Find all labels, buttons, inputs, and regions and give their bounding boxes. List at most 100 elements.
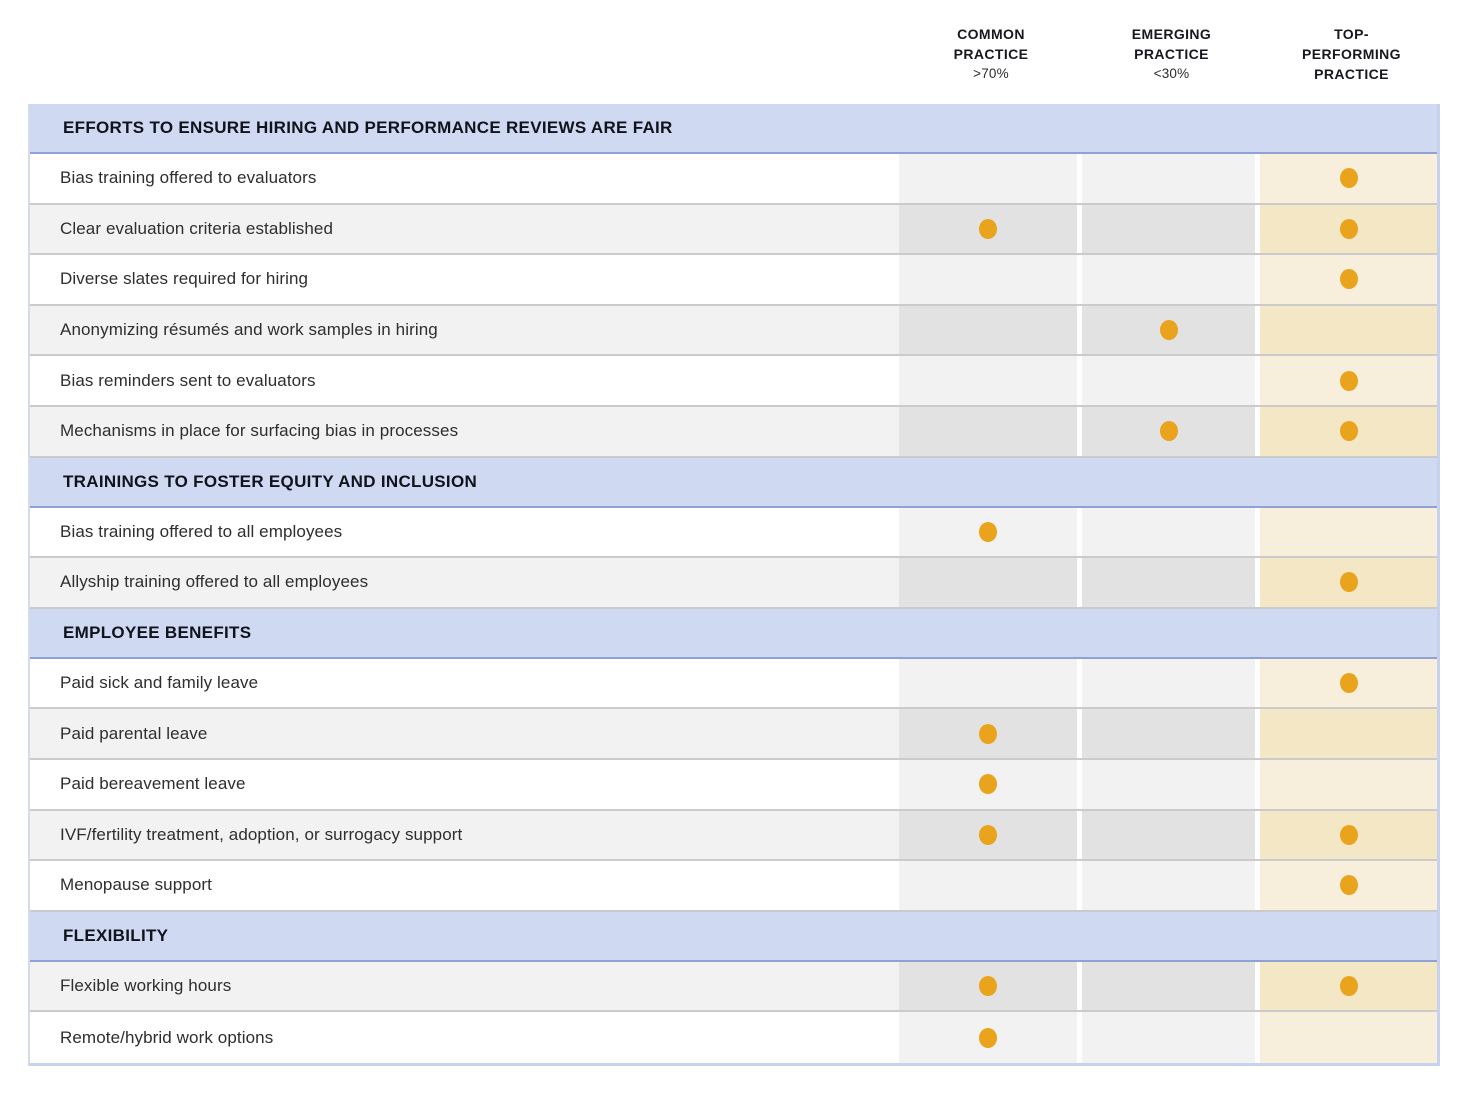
column-gap: [1077, 861, 1082, 910]
practice-dot-icon: [979, 218, 997, 239]
cell-top-performing-practice: [1260, 961, 1437, 1011]
row-label: Allyship training offered to all employe…: [30, 558, 899, 607]
cell-common-practice: [899, 507, 1077, 557]
column-header-top-performing: TOP- PERFORMING PRACTICE: [1263, 24, 1440, 84]
cell-common-practice: [899, 759, 1077, 809]
practice-dot-icon: [1339, 421, 1358, 442]
column-headers: COMMON PRACTICE >70% EMERGING PRACTICE <…: [28, 24, 1440, 84]
column-gap: [1077, 961, 1082, 1011]
table-row: Flexible working hours: [30, 961, 1437, 1013]
section-header: TRAININGS TO FOSTER EQUITY AND INCLUSION: [30, 457, 1437, 508]
column-gap: [1077, 204, 1082, 254]
column-gap: [1255, 204, 1260, 254]
column-gap: [1077, 658, 1082, 708]
column-gap: [1077, 305, 1082, 355]
column-header-line: TOP-: [1334, 26, 1369, 42]
row-label: Mechanisms in place for surfacing bias i…: [30, 406, 899, 456]
table-row: Mechanisms in place for surfacing bias i…: [30, 406, 1437, 458]
column-gap: [1077, 507, 1082, 557]
column-gap: [1255, 255, 1260, 304]
section: FLEXIBILITY Flexible working hours Remote/…: [30, 911, 1437, 1063]
column-gap: [1077, 558, 1082, 607]
row-label: Bias training offered to all employees: [30, 507, 899, 557]
cell-emerging-practice: [1082, 154, 1255, 203]
column-gap: [1255, 961, 1260, 1011]
cell-common-practice: [899, 558, 1077, 607]
cell-common-practice: [899, 1012, 1077, 1063]
table-row: Remote/hybrid work options: [30, 1012, 1437, 1063]
table-row: Anonymizing résumés and work samples in …: [30, 305, 1437, 357]
practice-dot-icon: [1339, 824, 1358, 845]
cell-common-practice: [899, 356, 1077, 405]
column-gap: [1255, 305, 1260, 355]
cell-top-performing-practice: [1260, 406, 1437, 456]
column-gap: [1255, 861, 1260, 910]
table-row: Bias reminders sent to evaluators: [30, 356, 1437, 407]
row-label: Paid bereavement leave: [30, 759, 899, 809]
table-row: Menopause support: [30, 861, 1437, 912]
column-header-line: COMMON: [957, 26, 1025, 42]
table-row: Diverse slates required for hiring: [30, 255, 1437, 306]
cell-common-practice: [899, 810, 1077, 860]
cell-emerging-practice: [1082, 810, 1255, 860]
column-gap: [1255, 406, 1260, 456]
cell-common-practice: [899, 255, 1077, 304]
cell-top-performing-practice: [1260, 1012, 1437, 1063]
cell-emerging-practice: [1082, 861, 1255, 910]
cell-top-performing-practice: [1260, 759, 1437, 809]
table-row: Allyship training offered to all employe…: [30, 558, 1437, 609]
section-title: TRAININGS TO FOSTER EQUITY AND INCLUSION: [63, 471, 478, 491]
cell-top-performing-practice: [1260, 507, 1437, 557]
cell-top-performing-practice: [1260, 709, 1437, 758]
column-gap: [1077, 810, 1082, 860]
section: EFFORTS TO ENSURE HIRING AND PERFORMANCE…: [30, 104, 1437, 458]
row-label: Clear evaluation criteria established: [30, 204, 899, 254]
cell-emerging-practice: [1082, 406, 1255, 456]
section-header: EMPLOYEE BENEFITS: [30, 608, 1437, 659]
section-header: EFFORTS TO ENSURE HIRING AND PERFORMANCE…: [30, 104, 1437, 154]
cell-common-practice: [899, 861, 1077, 910]
practice-dot-icon: [1339, 976, 1358, 997]
cell-common-practice: [899, 154, 1077, 203]
practice-dot-icon: [979, 976, 997, 997]
cell-emerging-practice: [1082, 558, 1255, 607]
section: TRAININGS TO FOSTER EQUITY AND INCLUSION…: [30, 457, 1437, 609]
section: EMPLOYEE BENEFITS Paid sick and family le…: [30, 608, 1437, 912]
cell-emerging-practice: [1082, 204, 1255, 254]
row-label: Bias training offered to evaluators: [30, 154, 899, 203]
practice-dot-icon: [1339, 875, 1358, 896]
practices-matrix-table: EFFORTS TO ENSURE HIRING AND PERFORMANCE…: [28, 104, 1440, 1066]
row-label: Anonymizing résumés and work samples in …: [30, 305, 899, 355]
cell-top-performing-practice: [1260, 810, 1437, 860]
section-title: EMPLOYEE BENEFITS: [63, 622, 252, 642]
column-gap: [1255, 507, 1260, 557]
cell-top-performing-practice: [1260, 861, 1437, 910]
practice-dot-icon: [1339, 673, 1358, 694]
column-gap: [1077, 154, 1082, 203]
column-gap: [1077, 759, 1082, 809]
cell-common-practice: [899, 204, 1077, 254]
column-gap: [1255, 759, 1260, 809]
column-header-threshold: >70%: [973, 66, 1009, 81]
section-title: FLEXIBILITY: [63, 925, 169, 945]
column-gap: [1077, 709, 1082, 758]
table-row: IVF/fertility treatment, adoption, or su…: [30, 810, 1437, 862]
cell-top-performing-practice: [1260, 204, 1437, 254]
practice-dot-icon: [979, 1027, 997, 1048]
practice-dot-icon: [1159, 421, 1178, 442]
cell-top-performing-practice: [1260, 558, 1437, 607]
section-header: FLEXIBILITY: [30, 911, 1437, 962]
cell-emerging-practice: [1082, 961, 1255, 1011]
practice-dot-icon: [1339, 168, 1358, 189]
column-header-line: PRACTICE: [953, 46, 1029, 62]
column-gap: [1255, 154, 1260, 203]
cell-emerging-practice: [1082, 658, 1255, 708]
table-row: Bias training offered to evaluators: [30, 154, 1437, 205]
row-label: Menopause support: [30, 861, 899, 910]
cell-top-performing-practice: [1260, 356, 1437, 405]
row-label: Paid sick and family leave: [30, 658, 899, 708]
practice-dot-icon: [1159, 320, 1178, 341]
practice-dot-icon: [979, 774, 997, 795]
column-gap: [1255, 810, 1260, 860]
